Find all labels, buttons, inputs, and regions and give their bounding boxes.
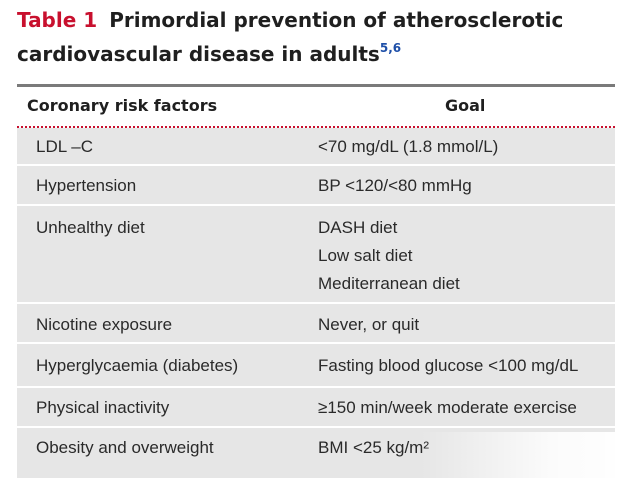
- goal-cell: Fasting blood glucose <100 mg/dL: [318, 356, 579, 375]
- table-title: Primordial prevention of atherosclerotic…: [17, 8, 564, 66]
- risk-factor-cell: Hypertension: [36, 176, 137, 195]
- goal-cell: Never, or quit: [318, 315, 420, 334]
- goal-cell: <70 mg/dL (1.8 mmol/L): [318, 137, 499, 156]
- header-divider: [17, 126, 615, 128]
- reference-superscript: 5,6: [379, 41, 402, 55]
- table-row: LDL –C <70 mg/dL (1.8 mmol/L): [17, 128, 615, 166]
- table-row: Hypertension BP <120/<80 mmHg: [17, 166, 615, 206]
- table-caption: Table 1 Primordial prevention of atherosc…: [17, 6, 627, 68]
- goal-cell: BMI <25 kg/m²: [318, 438, 430, 457]
- risk-factor-cell: Physical inactivity: [36, 398, 170, 417]
- risk-factor-cell: Obesity and overweight: [36, 438, 214, 457]
- table-header: Coronary risk factors Goal: [17, 87, 615, 125]
- header-goal: Goal: [445, 96, 486, 115]
- table-row: Unhealthy diet DASH diet Low salt diet M…: [17, 206, 615, 304]
- watermark-fade: [420, 432, 640, 478]
- risk-factor-cell: LDL –C: [36, 137, 94, 156]
- risk-factor-cell: Hyperglycaemia (diabetes): [36, 356, 239, 375]
- goal-cell: DASH diet Low salt diet Mediterranean di…: [318, 218, 460, 293]
- table-row: Physical inactivity ≥150 min/week modera…: [17, 388, 615, 428]
- header-risk-factors: Coronary risk factors: [27, 96, 218, 115]
- goal-cell: BP <120/<80 mmHg: [318, 176, 472, 195]
- risk-factor-cell: Nicotine exposure: [36, 315, 173, 334]
- table-row: Obesity and overweight BMI <25 kg/m²: [17, 428, 615, 478]
- table-top-rule: [17, 84, 615, 87]
- table-label: Table 1: [17, 8, 98, 32]
- table-row: Hyperglycaemia (diabetes) Fasting blood …: [17, 344, 615, 388]
- table-row: Nicotine exposure Never, or quit: [17, 304, 615, 344]
- goal-cell: ≥150 min/week moderate exercise: [318, 398, 577, 417]
- risk-factor-cell: Unhealthy diet: [36, 218, 145, 237]
- table-body: LDL –C <70 mg/dL (1.8 mmol/L) Hypertensi…: [17, 128, 615, 478]
